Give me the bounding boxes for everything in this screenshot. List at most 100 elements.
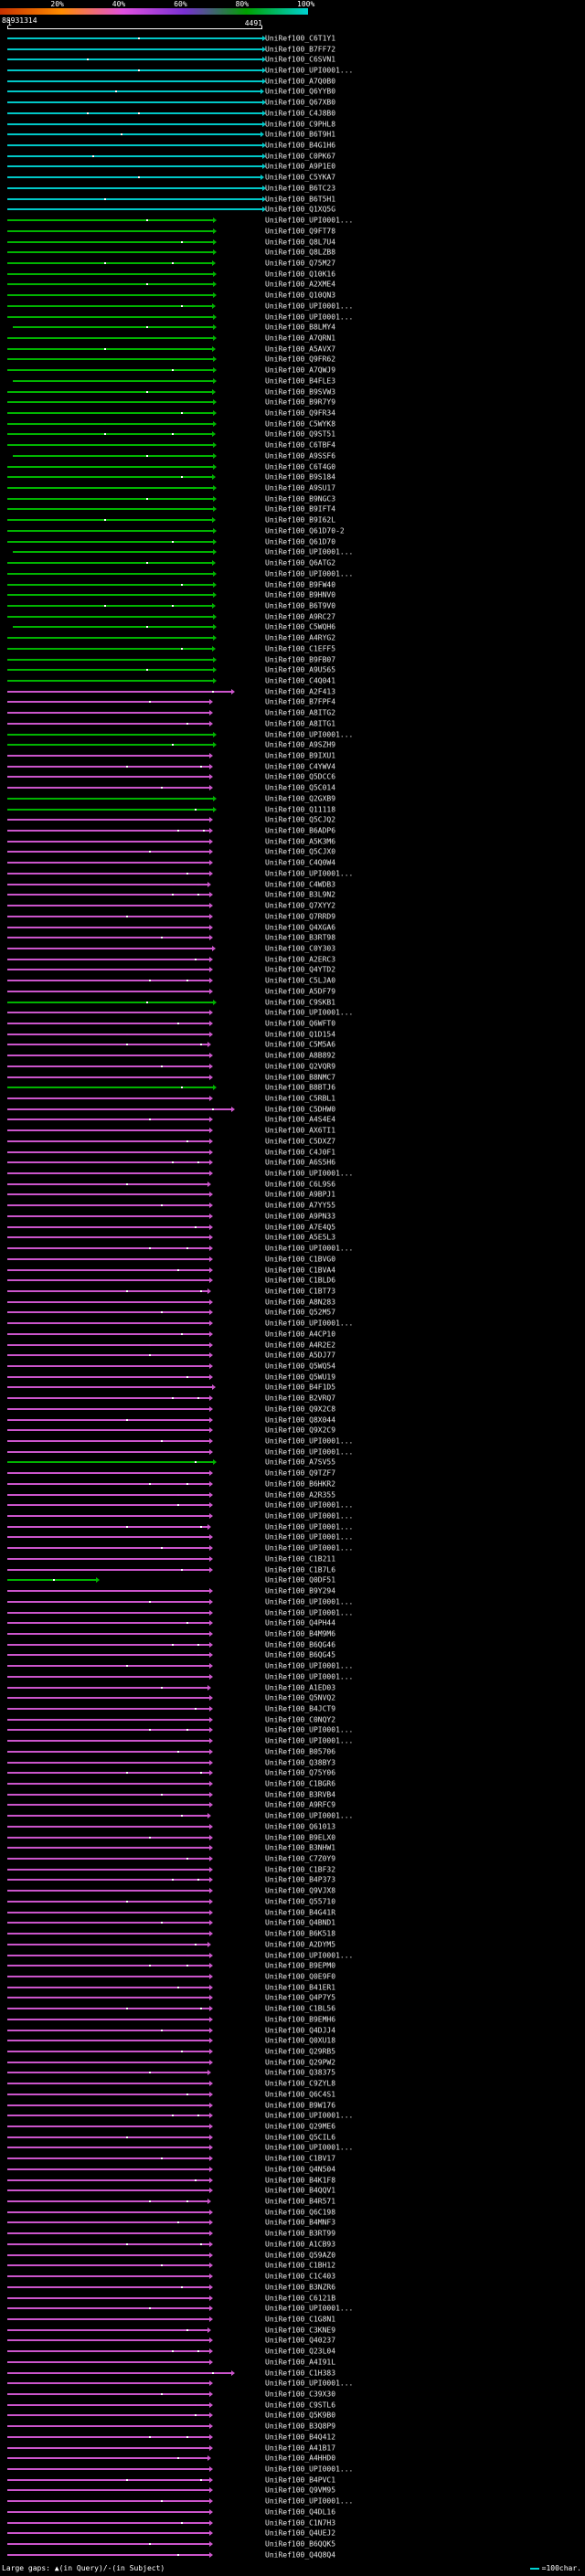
alignment-bar[interactable] bbox=[7, 165, 262, 168]
alignment-bar[interactable] bbox=[7, 2339, 210, 2342]
hit-row[interactable]: UniRef100_A8N283 bbox=[0, 1297, 585, 1308]
hit-label[interactable]: UniRef100_UPI0001... bbox=[265, 569, 354, 578]
hit-row[interactable]: UniRef100_Q5CJQ2 bbox=[0, 814, 585, 825]
alignment-bar[interactable] bbox=[7, 154, 262, 157]
alignment-bar[interactable] bbox=[7, 1879, 210, 1882]
hit-label[interactable]: UniRef100_B9FB07 bbox=[265, 655, 336, 664]
hit-row[interactable]: UniRef100_Q61D70-2 bbox=[0, 525, 585, 536]
alignment-bar[interactable] bbox=[7, 1943, 207, 1945]
hit-row[interactable]: UniRef100_B4P373 bbox=[0, 1875, 585, 1886]
hit-label[interactable]: UniRef100_Q5K9B0 bbox=[265, 2411, 336, 2420]
hit-row[interactable]: UniRef100_A2R355 bbox=[0, 1489, 585, 1500]
hit-row[interactable]: UniRef100_C1BL56 bbox=[0, 2003, 585, 2014]
hit-row[interactable]: UniRef100_C1BVA4 bbox=[0, 1265, 585, 1276]
hit-row[interactable]: UniRef100_Q8LZB8 bbox=[0, 247, 585, 258]
hit-row[interactable]: UniRef100_B6T5H1 bbox=[0, 194, 585, 205]
hit-label[interactable]: UniRef100_A9P1E0 bbox=[265, 162, 336, 171]
hit-label[interactable]: UniRef100_C39X30 bbox=[265, 2390, 336, 2399]
alignment-bar[interactable] bbox=[7, 1354, 210, 1357]
hit-label[interactable]: UniRef100_Q9TZF7 bbox=[265, 1468, 336, 1478]
alignment-bar[interactable] bbox=[7, 2371, 232, 2374]
hit-row[interactable]: UniRef100_B9W176 bbox=[0, 2100, 585, 2111]
hit-label[interactable]: UniRef100_A2F413 bbox=[265, 687, 336, 696]
alignment-bar[interactable] bbox=[7, 1772, 210, 1775]
hit-label[interactable]: UniRef100_Q59AZ0 bbox=[265, 2251, 336, 2260]
hit-row[interactable]: UniRef100_UPI0001... bbox=[0, 2464, 585, 2475]
alignment-bar[interactable] bbox=[7, 240, 213, 243]
alignment-bar[interactable] bbox=[7, 1289, 207, 1292]
hit-label[interactable]: UniRef100_C5M5A6 bbox=[265, 1040, 336, 1049]
alignment-bar[interactable] bbox=[7, 690, 232, 693]
hit-label[interactable]: UniRef100_C5WQH6 bbox=[265, 622, 336, 631]
hit-label[interactable]: UniRef100_UPI0001... bbox=[265, 1244, 354, 1253]
alignment-bar[interactable] bbox=[7, 894, 210, 896]
alignment-bar[interactable] bbox=[7, 2521, 210, 2524]
alignment-bar[interactable] bbox=[7, 2446, 210, 2449]
hit-label[interactable]: UniRef100_A2XME4 bbox=[265, 280, 336, 289]
alignment-bar[interactable] bbox=[7, 2296, 210, 2299]
hit-row[interactable]: UniRef100_Q7XYY2 bbox=[0, 900, 585, 911]
hit-row[interactable]: UniRef100_A6S5H6 bbox=[0, 1157, 585, 1168]
hit-label[interactable]: UniRef100_Q10QN3 bbox=[265, 291, 336, 300]
alignment-bar[interactable] bbox=[7, 1407, 210, 1410]
alignment-bar[interactable] bbox=[7, 2242, 210, 2245]
alignment-bar[interactable] bbox=[7, 1172, 210, 1175]
alignment-bar[interactable] bbox=[7, 2264, 210, 2267]
hit-label[interactable]: UniRef100_Q4Q8Q4 bbox=[265, 2550, 336, 2560]
alignment-bar[interactable] bbox=[7, 69, 262, 72]
hit-label[interactable]: UniRef100_B9IXU1 bbox=[265, 751, 336, 760]
hit-label[interactable]: UniRef100_Q7RRD9 bbox=[265, 912, 336, 921]
alignment-bar[interactable] bbox=[7, 765, 210, 768]
hit-label[interactable]: UniRef100_Q2VQR9 bbox=[265, 1062, 336, 1071]
alignment-bar[interactable] bbox=[7, 1279, 210, 1282]
hit-row[interactable]: UniRef100_A2DYM5 bbox=[0, 1939, 585, 1950]
hit-row[interactable]: UniRef100_A9RC27 bbox=[0, 611, 585, 622]
hit-row[interactable]: UniRef100_Q9FR34 bbox=[0, 408, 585, 419]
hit-label[interactable]: UniRef100_Q5WQ54 bbox=[265, 1362, 336, 1371]
hit-label[interactable]: UniRef100_B4R571 bbox=[265, 2197, 336, 2206]
hit-label[interactable]: UniRef100_Q61013 bbox=[265, 1822, 336, 1831]
alignment-bar[interactable] bbox=[7, 1847, 210, 1850]
hit-row[interactable]: UniRef100_B6HKR2 bbox=[0, 1479, 585, 1489]
hit-label[interactable]: UniRef100_UPI0001... bbox=[265, 1511, 354, 1521]
alignment-bar[interactable] bbox=[7, 1954, 210, 1956]
alignment-bar[interactable] bbox=[7, 2307, 210, 2310]
alignment-bar[interactable] bbox=[7, 2468, 210, 2471]
hit-row[interactable]: UniRef100_B6T9H1 bbox=[0, 129, 585, 140]
hit-row[interactable]: UniRef100_B3NHW1 bbox=[0, 1842, 585, 1853]
hit-row[interactable]: UniRef100_B9Y294 bbox=[0, 1585, 585, 1596]
alignment-bar[interactable] bbox=[7, 2136, 210, 2138]
hit-label[interactable]: UniRef100_B6ADP6 bbox=[265, 826, 336, 835]
alignment-bar[interactable] bbox=[7, 905, 210, 907]
alignment-bar[interactable] bbox=[7, 1933, 210, 1935]
hit-row[interactable]: UniRef100_A7SV55 bbox=[0, 1458, 585, 1468]
hit-row[interactable]: UniRef100_UPI0001... bbox=[0, 1607, 585, 1618]
hit-row[interactable]: UniRef100_Q0XU18 bbox=[0, 2035, 585, 2046]
alignment-bar[interactable] bbox=[7, 797, 213, 800]
hit-label[interactable]: UniRef100_Q4XGA6 bbox=[265, 923, 336, 932]
hit-label[interactable]: UniRef100_A7QWJ9 bbox=[265, 366, 336, 375]
hit-row[interactable]: UniRef100_B4PVC1 bbox=[0, 2475, 585, 2486]
hit-row[interactable]: UniRef100_UPI0001... bbox=[0, 1596, 585, 1607]
hit-row[interactable]: UniRef100_C6TBF4 bbox=[0, 440, 585, 451]
hit-label[interactable]: UniRef100_B9EPM0 bbox=[265, 1961, 336, 1970]
alignment-bar[interactable] bbox=[7, 915, 210, 917]
hit-label[interactable]: UniRef100_UPI0001... bbox=[265, 1522, 354, 1532]
hit-label[interactable]: UniRef100_A1ED03 bbox=[265, 1683, 336, 1692]
alignment-bar[interactable] bbox=[7, 647, 212, 650]
hit-row[interactable]: UniRef100_A7YY55 bbox=[0, 1200, 585, 1211]
hit-label[interactable]: UniRef100_A9BPJ1 bbox=[265, 1190, 336, 1199]
hit-row[interactable]: UniRef100_Q5WU19 bbox=[0, 1372, 585, 1383]
alignment-bar[interactable] bbox=[7, 937, 210, 939]
hit-row[interactable]: UniRef100_C39X30 bbox=[0, 2389, 585, 2400]
alignment-bar[interactable] bbox=[12, 551, 213, 554]
hit-label[interactable]: UniRef100_B6T5H1 bbox=[265, 195, 336, 204]
hit-label[interactable]: UniRef100_A4R2E2 bbox=[265, 1341, 336, 1350]
alignment-bar[interactable] bbox=[7, 101, 262, 104]
hit-row[interactable]: UniRef100_UPI0001... bbox=[0, 1735, 585, 1746]
alignment-bar[interactable] bbox=[7, 1140, 210, 1142]
alignment-bar[interactable] bbox=[7, 144, 262, 147]
hit-label[interactable]: UniRef100_B9IFT4 bbox=[265, 504, 336, 514]
hit-row[interactable]: UniRef100_C5M5A6 bbox=[0, 1040, 585, 1051]
hit-label[interactable]: UniRef100_B6HKR2 bbox=[265, 1479, 336, 1489]
